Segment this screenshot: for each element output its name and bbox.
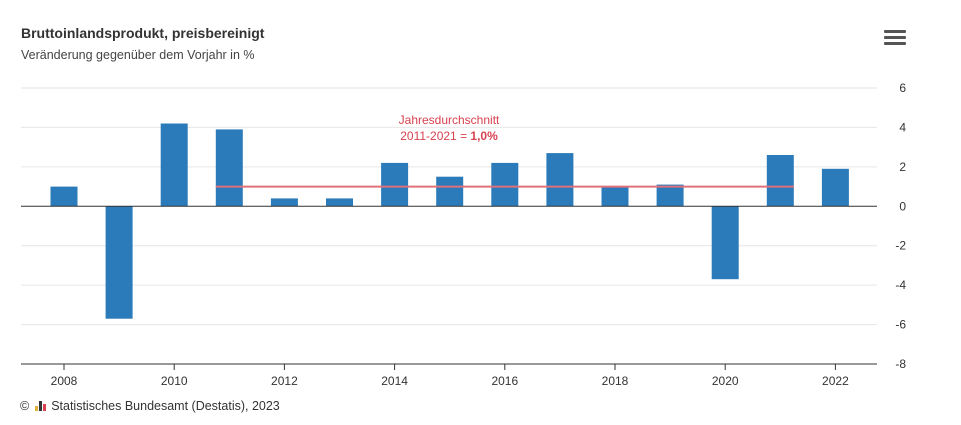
bar-2018	[601, 186, 629, 207]
copyright-symbol: ©	[20, 399, 30, 413]
bar-2022	[821, 168, 849, 207]
chart-title: Bruttoinlandsprodukt, preisbereinigt	[21, 25, 265, 41]
bar-2013	[326, 198, 353, 207]
bar-2009	[105, 206, 133, 319]
bar-2011	[215, 129, 243, 207]
y-tick-label: 4	[899, 120, 906, 134]
y-tick-label: -6	[895, 318, 906, 332]
bar-2019	[656, 184, 684, 207]
x-tick-label: 2020	[712, 374, 739, 388]
bar-2014	[381, 162, 409, 207]
y-tick-label: 0	[899, 199, 906, 213]
credits-text: Statistisches Bundesamt (Destatis), 2023	[51, 399, 280, 413]
average-label-range: 2011-2021 =	[400, 129, 470, 143]
x-tick-label: 2018	[602, 374, 629, 388]
y-tick-label: -2	[895, 239, 906, 253]
bar-2008	[50, 186, 78, 207]
bar-2017	[546, 153, 574, 207]
bar-2021	[766, 155, 794, 207]
average-label-line2: 2011-2021 = 1,0%	[400, 129, 498, 143]
average-line-group: Jahresdurchschnitt 2011-2021 = 1,0%	[215, 113, 794, 188]
x-tick-label: 2012	[271, 374, 298, 388]
chart-subtitle: Veränderung gegenüber dem Vorjahr in %	[21, 48, 255, 62]
bar-2020	[711, 206, 739, 280]
x-tick-label: 2014	[381, 374, 408, 388]
x-tick-label: 2022	[822, 374, 849, 388]
credits: © Statistisches Bundesamt (Destatis), 20…	[20, 399, 280, 413]
bar-2016	[491, 162, 519, 207]
y-tick-label: 2	[899, 160, 906, 174]
x-tick-label: 2010	[161, 374, 188, 388]
destatis-logo-icon	[34, 401, 46, 411]
hamburger-menu-icon[interactable]	[884, 30, 906, 48]
bars	[50, 123, 849, 319]
y-tick-label: -4	[895, 278, 906, 292]
average-label-line1: Jahresdurchschnitt	[399, 113, 500, 127]
x-tick-label: 2016	[491, 374, 518, 388]
x-tick-label: 2008	[51, 374, 78, 388]
bar-2015	[436, 176, 464, 207]
average-label-value: 1,0%	[470, 129, 498, 143]
bar-2010	[160, 123, 188, 207]
axes: 6 4 2 0 -2 -4 -6 -8 2008 2010 2012 2014 2016 2018 2020…	[21, 81, 906, 388]
y-tick-label: -8	[895, 357, 906, 371]
y-tick-label: 6	[899, 81, 906, 95]
bar-2012	[270, 198, 298, 207]
